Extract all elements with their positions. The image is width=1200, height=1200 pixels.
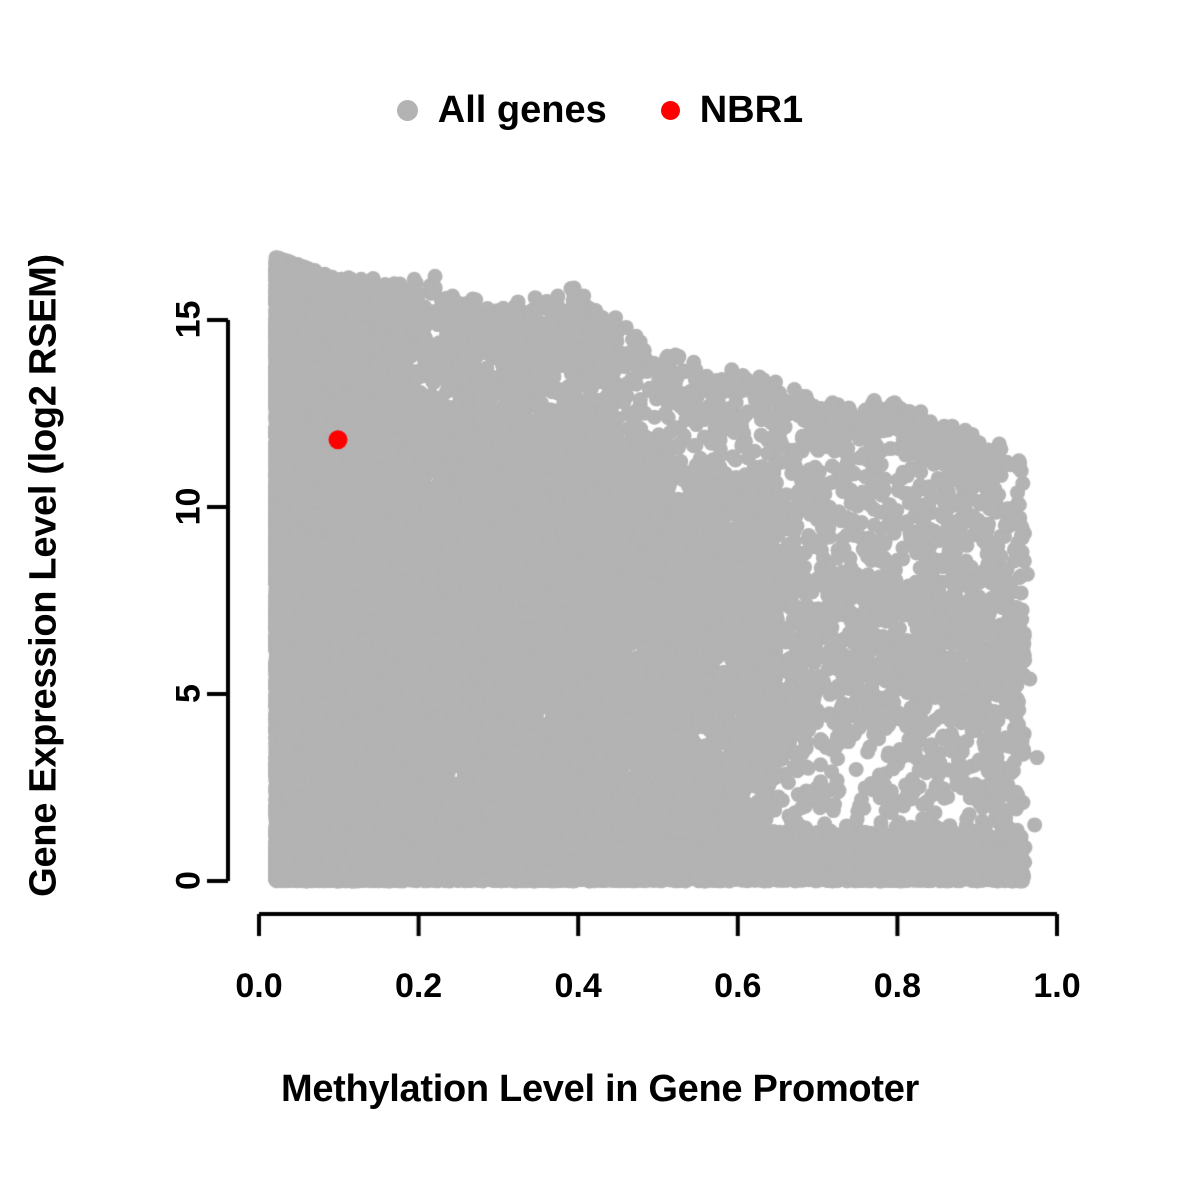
- scatter-plot-figure: All genes NBR1 Gene Expression Level (lo…: [0, 0, 1200, 1200]
- scatter-plot-canvas: [0, 0, 1200, 1200]
